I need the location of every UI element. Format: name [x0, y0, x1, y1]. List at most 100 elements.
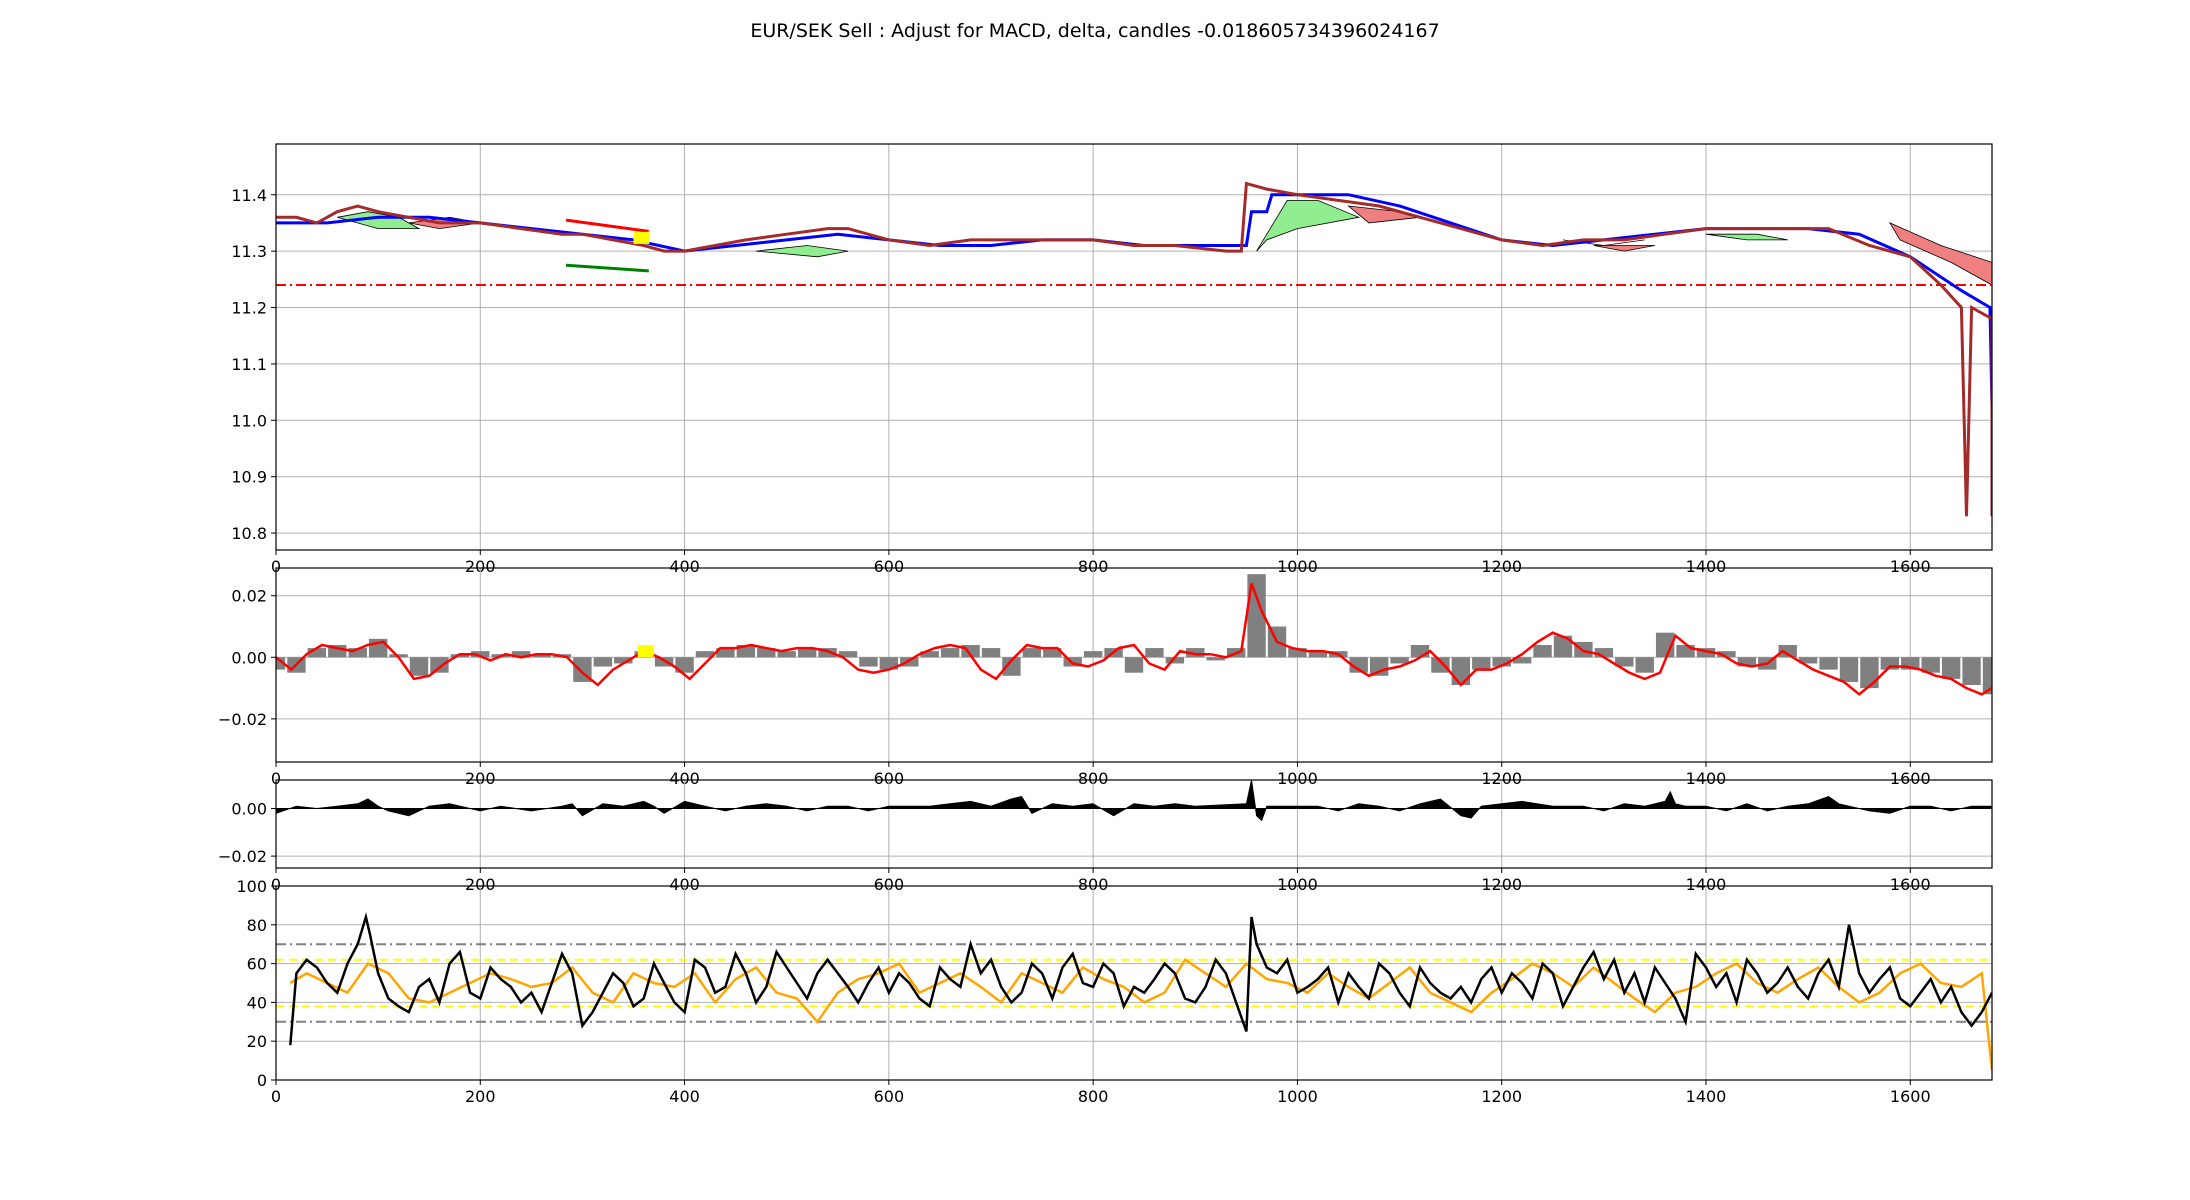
macd-histogram-bar [450, 654, 470, 658]
macd-histogram-bar [1798, 657, 1818, 664]
macd-x-tick-label: 600 [874, 769, 905, 788]
macd-histogram-bar [532, 654, 551, 658]
macd-x-tick-label: 0 [271, 769, 281, 788]
figure-title: EUR/SEK Sell : Adjust for MACD, delta, c… [750, 20, 1440, 42]
rsi-y-tick-label: 0 [257, 1071, 267, 1090]
price-x-tick-label: 1200 [1481, 557, 1522, 576]
macd-histogram-bar [1778, 644, 1797, 658]
macd-histogram-bar [1615, 657, 1634, 667]
delta-frame [275, 779, 1993, 869]
price-y-tick-label: 11.3 [231, 242, 267, 261]
macd-histogram-bar [1390, 657, 1409, 664]
rsi-x-tick-label: 600 [874, 1087, 905, 1106]
macd-histogram-bar [1288, 648, 1307, 658]
macd-histogram-bar [511, 651, 531, 658]
price-frame [275, 143, 1993, 551]
rsi-y-tick-label: 100 [236, 877, 267, 896]
delta-x-tick-label: 1400 [1686, 875, 1727, 894]
delta-x-tick-label: 800 [1078, 875, 1109, 894]
macd-histogram-bar [1145, 648, 1164, 658]
rsi-plot-area [276, 912, 1992, 1071]
price-plot-area [276, 181, 1992, 517]
delta-x-tick-label: 200 [465, 875, 496, 894]
macd-histogram-bar [981, 648, 1001, 658]
rsi-y-tick-label: 60 [247, 955, 267, 974]
macd-x-tick-label: 1000 [1277, 769, 1318, 788]
macd-panel: 0 200 400 600 800 1000 1200 1400 1600 −0.02 0.00 0.… [218, 567, 1993, 788]
trend-line-green [565, 263, 649, 273]
macd-histogram-bar [1124, 657, 1144, 673]
macd-x-tick-label: 1600 [1890, 769, 1931, 788]
delta-plot-area [276, 780, 1992, 822]
macd-x-tick-label: 200 [465, 769, 496, 788]
macd-histogram-bar [409, 657, 429, 676]
rsi-line [289, 912, 1992, 1046]
macd-histogram-bar [1206, 657, 1225, 661]
macd-histogram-bar [1165, 657, 1185, 664]
price-y-tick-label: 11.1 [231, 355, 267, 374]
delta-x-tick-label: 0 [271, 875, 281, 894]
macd-histogram-bar [675, 657, 694, 673]
macd-histogram-bar [1941, 657, 1961, 679]
macd-histogram-bar [276, 657, 286, 670]
price-x-tick-label: 600 [874, 557, 905, 576]
macd-histogram-bar [1860, 657, 1879, 689]
macd-histogram-bar [777, 651, 796, 658]
price-x-tick-label: 800 [1078, 557, 1109, 576]
cloud-up-region [1562, 239, 1645, 246]
macd-histogram-bar [1921, 657, 1940, 673]
macd-histogram-bar [1819, 657, 1838, 670]
rsi-x-tick-label: 1600 [1890, 1087, 1931, 1106]
rsi-x-tick-label: 400 [669, 1087, 700, 1106]
macd-frame [275, 567, 1993, 763]
macd-histogram-bar [1962, 657, 1981, 686]
rsi-y-tick-label: 20 [247, 1032, 267, 1051]
delta-x-tick-label: 1200 [1481, 875, 1522, 894]
macd-histogram-bar [1472, 657, 1491, 670]
macd-histogram-bar [1635, 657, 1654, 673]
macd-x-tick-label: 1200 [1481, 769, 1522, 788]
price-y-tick-label: 11.0 [231, 411, 267, 430]
macd-histogram-bar [1431, 657, 1450, 673]
price-line [276, 181, 1992, 517]
macd-histogram-bar [1043, 648, 1062, 658]
price-y-tick-label: 10.8 [231, 524, 267, 543]
rsi-x-tick-label: 1400 [1686, 1087, 1727, 1106]
price-y-tick-label: 10.9 [231, 468, 267, 487]
price-y-tick-label: 11.2 [231, 299, 267, 318]
macd-histogram-bar [1410, 644, 1430, 658]
macd-histogram-bar [797, 648, 817, 658]
delta-y-tick-label: 0.00 [231, 800, 267, 819]
macd-histogram-bar [757, 648, 776, 658]
price-x-tick-label: 1400 [1686, 557, 1727, 576]
trend-line-red [565, 218, 650, 233]
macd-histogram-bar [430, 657, 449, 673]
macd-x-tick-label: 1400 [1686, 769, 1727, 788]
price-x-tick-label: 200 [465, 557, 496, 576]
rsi-panel: 0 200 400 600 800 1000 1200 1400 160002040608010… [236, 877, 1993, 1106]
price-x-tick-label: 1000 [1277, 557, 1318, 576]
macd-histogram-bar [1737, 657, 1757, 667]
macd-histogram-bar [1717, 651, 1736, 658]
delta-y-tick-label: −0.02 [218, 847, 267, 866]
macd-histogram-bar [307, 648, 327, 658]
rsi-secondary-line [289, 957, 1992, 1071]
price-x-tick-label: 400 [669, 557, 700, 576]
macd-histogram-bar [1451, 657, 1471, 686]
macd-histogram-bar [1349, 657, 1368, 673]
delta-x-tick-label: 1000 [1277, 875, 1318, 894]
cloud-down-region [1888, 222, 1992, 286]
macd-plot-area [276, 574, 1992, 696]
rsi-frame [275, 885, 1993, 1081]
macd-histogram-bar [1022, 648, 1042, 658]
macd-y-tick-label: 0.00 [231, 648, 267, 667]
cloud-down-region [1593, 245, 1655, 252]
rsi-x-tick-label: 200 [465, 1087, 496, 1106]
macd-signal-line [276, 582, 1992, 696]
rsi-y-tick-label: 40 [247, 993, 267, 1012]
macd-x-tick-label: 800 [1078, 769, 1109, 788]
delta-x-tick-label: 1600 [1890, 875, 1931, 894]
macd-histogram-bar [1696, 648, 1716, 658]
rsi-x-tick-label: 1200 [1481, 1087, 1522, 1106]
